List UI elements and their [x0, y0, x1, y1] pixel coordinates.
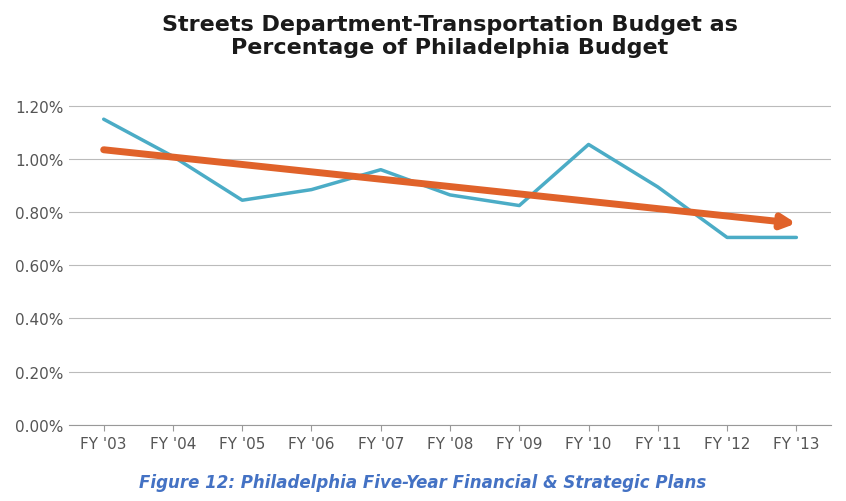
Title: Streets Department-Transportation Budget as
Percentage of Philadelphia Budget: Streets Department-Transportation Budget…	[162, 15, 738, 58]
Text: Figure 12: Philadelphia Five-Year Financial & Strategic Plans: Figure 12: Philadelphia Five-Year Financ…	[140, 473, 706, 491]
